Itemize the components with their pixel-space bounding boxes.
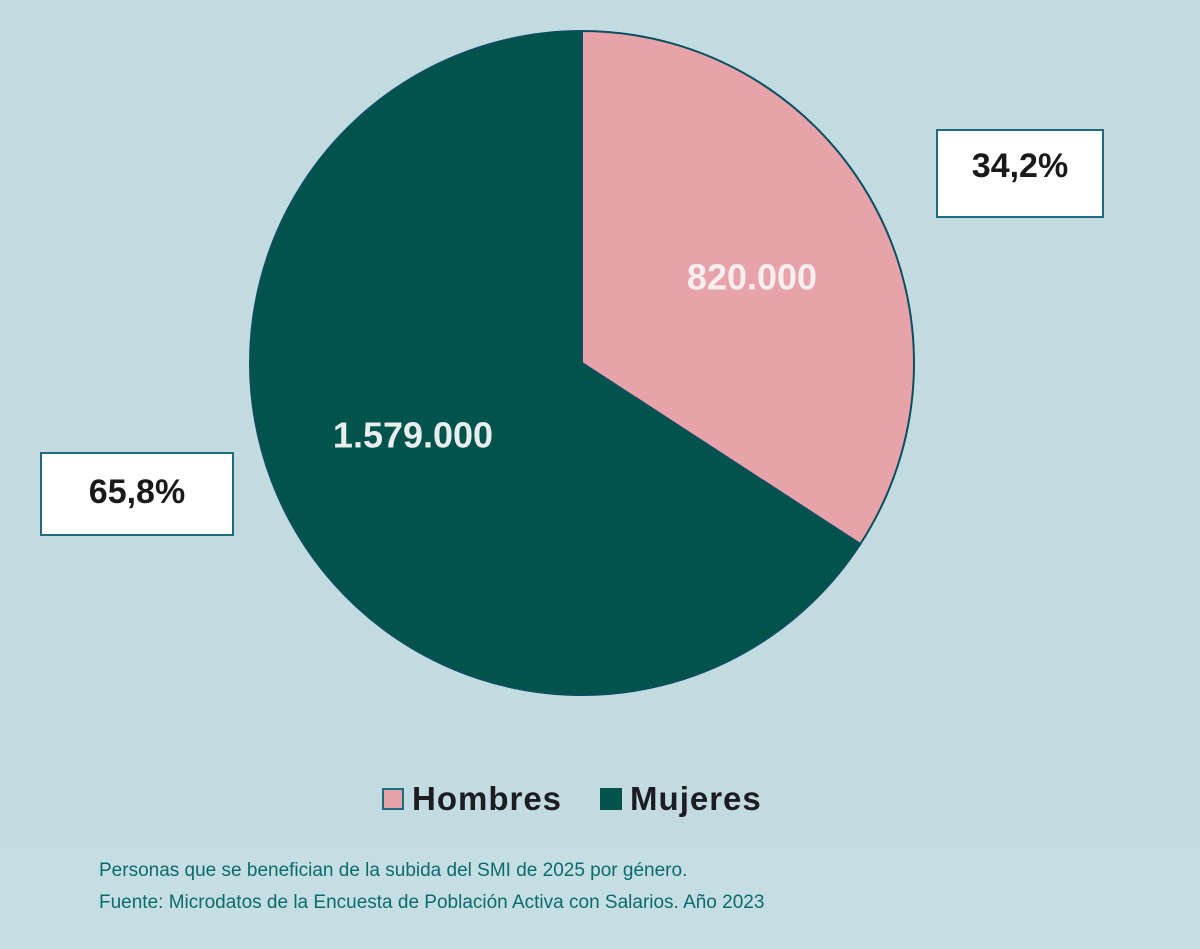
legend-swatch-hombres (382, 788, 404, 810)
chart-source: Fuente: Microdatos de la Encuesta de Pob… (99, 892, 765, 913)
legend-label-hombres: Hombres (412, 780, 563, 817)
legend: Hombres Mujeres (382, 780, 762, 818)
value-label-hombres: 820.000 (687, 257, 817, 298)
caption-band (0, 848, 1200, 949)
legend-swatch-mujeres (600, 788, 623, 810)
percent-label-mujeres: 65,8% (40, 452, 234, 536)
legend-label-mujeres: Mujeres (630, 780, 762, 817)
value-label-mujeres: 1.579.000 (333, 415, 493, 456)
pie-slice-mujeres (249, 29, 862, 696)
pie-slice-hombres (581, 29, 915, 546)
chart-title: Personas que se benefician de la subida … (99, 860, 688, 881)
percent-label-hombres: 34,2% (936, 129, 1104, 218)
